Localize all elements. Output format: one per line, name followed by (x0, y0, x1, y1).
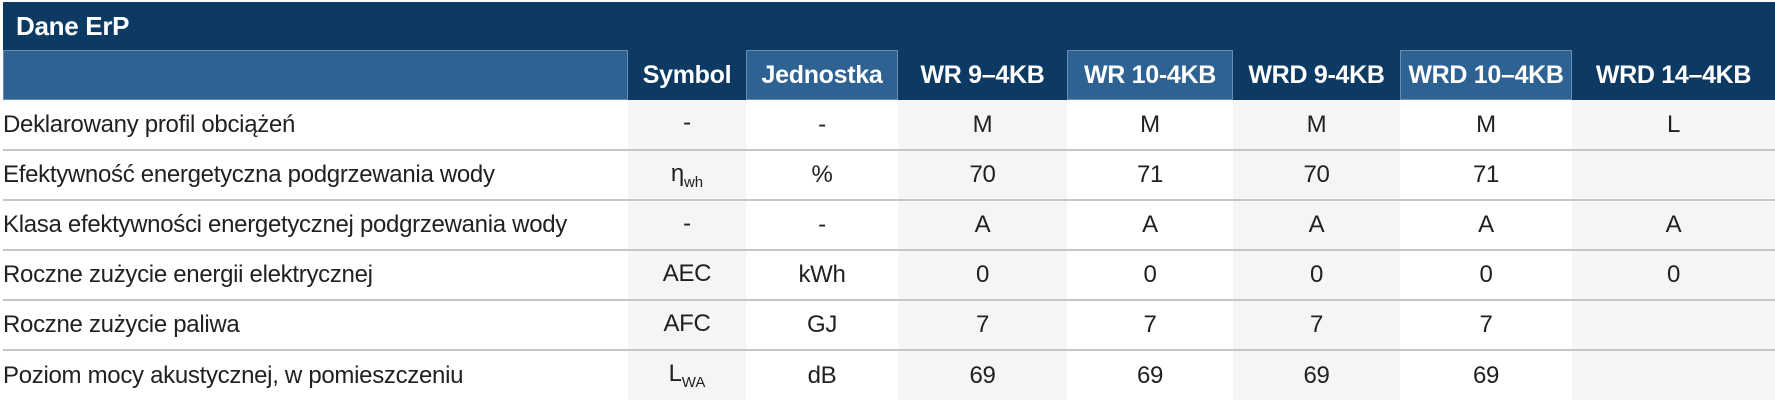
row-label-cell: Deklarowany profil obciążeń (3, 100, 628, 150)
column-header-wr-9-4kb: WR 9–4KB (898, 50, 1067, 100)
value-cell: 71 (1400, 149, 1572, 200)
symbol-cell: AFC (628, 299, 746, 350)
symbol-cell: LWA (628, 349, 746, 400)
value-cell: M (1233, 100, 1400, 150)
column-header-wrd-10-4kb: WRD 10–4KB (1400, 50, 1572, 100)
value-cell: A (1233, 199, 1400, 250)
value-cell (1572, 349, 1775, 400)
value-cell: M (1067, 100, 1233, 150)
symbol-text: AEC (662, 259, 712, 287)
column-header-jednostka: Jednostka (746, 50, 898, 100)
value-cell: 0 (1233, 249, 1400, 300)
value-cell: 69 (1233, 349, 1400, 400)
value-cell: A (1067, 199, 1233, 250)
table-row: Roczne zużycie energii elektrycznej AEC … (3, 249, 1775, 300)
value-cell: 71 (1067, 149, 1233, 200)
value-cell: 7 (1233, 299, 1400, 350)
column-header-wrd-14-4kb: WRD 14–4KB (1572, 50, 1775, 100)
value-cell: A (1572, 199, 1775, 250)
table-row: Poziom mocy akustycznej, w pomieszczeniu… (3, 349, 1775, 400)
symbol-text: L (668, 360, 682, 388)
table-row: Roczne zużycie paliwa AFC GJ 7 7 7 7 (3, 299, 1775, 350)
symbol-text: AFC (663, 309, 711, 337)
value-cell: 69 (898, 349, 1067, 400)
row-label-cell: Efektywność energetyczna podgrzewania wo… (3, 149, 628, 200)
value-cell: 70 (1233, 149, 1400, 200)
row-label-cell: Klasa efektywności energetycznej podgrze… (3, 199, 628, 250)
unit-cell: kWh (746, 249, 898, 300)
table-header: Symbol Jednostka WR 9–4KB WR 10-4KB WRD … (3, 50, 1775, 100)
column-header-parameter (3, 50, 628, 100)
value-cell: 70 (898, 149, 1067, 200)
value-cell: 0 (1572, 249, 1775, 300)
panel-title: Dane ErP (3, 2, 1775, 50)
value-cell: L (1572, 100, 1775, 150)
value-cell: A (898, 199, 1067, 250)
value-cell: 69 (1400, 349, 1572, 400)
table-row: Deklarowany profil obciążeń - - M M M M … (3, 100, 1775, 150)
value-cell: 7 (898, 299, 1067, 350)
column-header-wr-10-4kb: WR 10-4KB (1067, 50, 1233, 100)
unit-cell: - (746, 199, 898, 250)
header-row: Symbol Jednostka WR 9–4KB WR 10-4KB WRD … (3, 50, 1775, 100)
value-cell: 0 (1400, 249, 1572, 300)
symbol-cell: AEC (628, 249, 746, 300)
symbol-cell: - (628, 100, 746, 150)
value-cell: 7 (1067, 299, 1233, 350)
value-cell: M (898, 100, 1067, 150)
column-header-symbol: Symbol (628, 50, 746, 100)
value-cell (1572, 149, 1775, 200)
value-cell: 0 (898, 249, 1067, 300)
column-header-wrd-9-4kb: WRD 9-4KB (1233, 50, 1400, 100)
row-label-cell: Poziom mocy akustycznej, w pomieszczeniu (3, 349, 628, 400)
symbol-text: - (683, 209, 691, 237)
value-cell: 0 (1067, 249, 1233, 300)
value-cell: A (1400, 199, 1572, 250)
row-label-cell: Roczne zużycie paliwa (3, 299, 628, 350)
erp-table-panel: Dane ErP Symbol Jednostka WR 9–4KB WR 10 (3, 2, 1775, 400)
symbol-cell: - (628, 199, 746, 250)
row-label-cell: Roczne zużycie energii elektrycznej (3, 249, 628, 300)
value-cell: M (1400, 100, 1572, 150)
symbol-subscript: wh (683, 173, 704, 191)
symbol-text: η (670, 159, 684, 187)
value-cell: 69 (1067, 349, 1233, 400)
table-row: Klasa efektywności energetycznej podgrze… (3, 199, 1775, 250)
symbol-text: - (683, 109, 691, 137)
value-cell (1572, 299, 1775, 350)
unit-cell: GJ (746, 299, 898, 350)
table-row: Efektywność energetyczna podgrzewania wo… (3, 149, 1775, 200)
symbol-subscript: WA (681, 373, 706, 391)
unit-cell: - (746, 100, 898, 150)
table-body: Deklarowany profil obciążeń - - M M M M … (3, 100, 1775, 400)
symbol-cell: ηwh (628, 149, 746, 200)
unit-cell: dB (746, 349, 898, 400)
erp-table: Symbol Jednostka WR 9–4KB WR 10-4KB WRD … (3, 50, 1775, 400)
unit-cell: % (746, 149, 898, 200)
value-cell: 7 (1400, 299, 1572, 350)
